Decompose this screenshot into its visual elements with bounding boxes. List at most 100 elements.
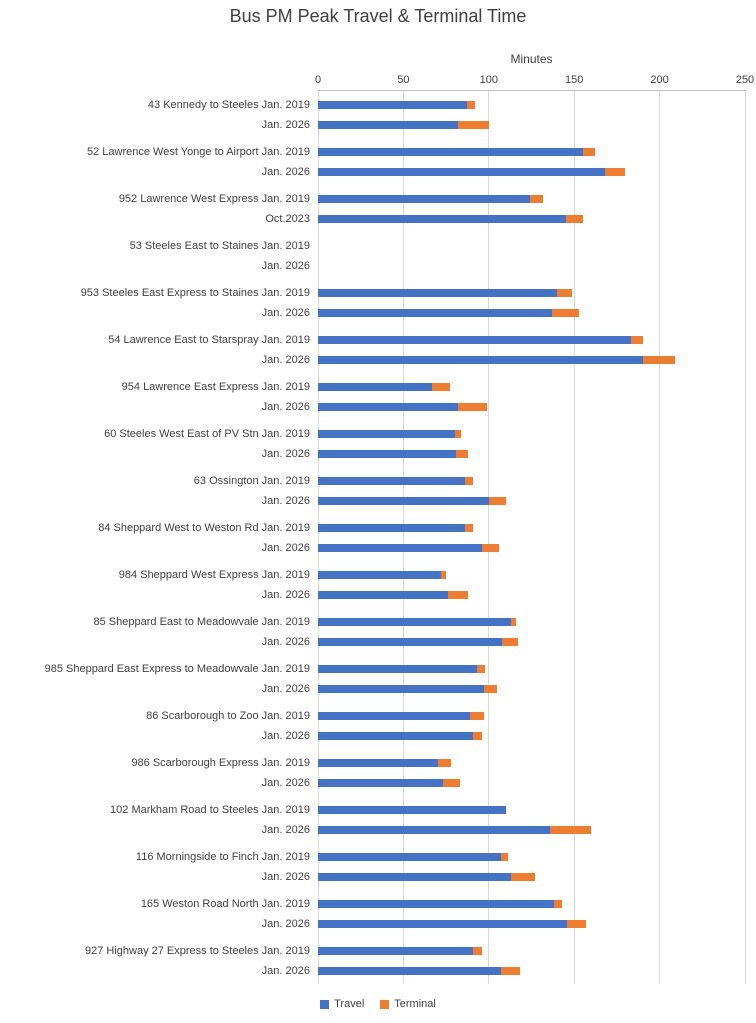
gridline — [317, 91, 319, 984]
gridline — [573, 91, 575, 984]
stacked-bar — [318, 382, 745, 391]
travel-bar-segment — [318, 778, 443, 787]
terminal-bar-segment — [470, 711, 484, 720]
bar-track — [318, 867, 745, 886]
route-group: 60 Steeles West East of PV Stn Jan. 2019… — [0, 420, 756, 467]
bar-row: 86 Scarborough to Zoo Jan. 2019 — [0, 706, 756, 725]
category-label: 165 Weston Road North Jan. 2019 — [140, 897, 310, 910]
bar-row: Jan. 2026 — [0, 444, 756, 463]
gridline — [744, 91, 746, 984]
stacked-bar — [318, 570, 745, 579]
bar-track — [318, 236, 745, 255]
x-tick-label: 100 — [479, 74, 498, 86]
travel-bar-segment — [318, 570, 441, 579]
legend: Travel Terminal — [0, 998, 756, 1010]
category-label: Jan. 2026 — [261, 118, 310, 131]
route-group: 953 Steeles East Express to Staines Jan.… — [0, 279, 756, 326]
bar-row: 984 Sheppard West Express Jan. 2019 — [0, 565, 756, 584]
category-label: 63 Ossington Jan. 2019 — [193, 474, 310, 487]
x-tick-label: 50 — [397, 74, 410, 86]
travel-bar-segment — [318, 731, 474, 740]
terminal-bar-segment — [456, 449, 469, 458]
bar-track — [318, 585, 745, 604]
x-tick-label: 150 — [565, 74, 584, 86]
bar-row: 927 Highway 27 Express to Steeles Jan. 2… — [0, 941, 756, 960]
bar-track — [318, 847, 745, 866]
travel-bar-segment — [318, 852, 501, 861]
stacked-bar — [318, 617, 745, 626]
stacked-bar — [318, 731, 745, 740]
category-label: Jan. 2026 — [261, 259, 310, 272]
bar-track — [318, 773, 745, 792]
route-group: 43 Kennedy to Steeles Jan. 2019 Jan. 2026 — [0, 91, 756, 138]
route-group: 52 Lawrence West Yonge to Airport Jan. 2… — [0, 138, 756, 185]
route-group: 984 Sheppard West Express Jan. 2019 Jan. … — [0, 561, 756, 608]
category-label: Jan. 2026 — [261, 588, 310, 601]
bar-track — [318, 142, 745, 161]
bar-row: Jan. 2026 — [0, 303, 756, 322]
stacked-bar — [318, 664, 745, 673]
stacked-bar — [318, 147, 745, 156]
bar-track — [318, 961, 745, 980]
category-label: Jan. 2026 — [261, 964, 310, 977]
bar-row: 165 Weston Road North Jan. 2019 — [0, 894, 756, 913]
stacked-bar — [318, 966, 745, 975]
travel-bar-segment — [318, 402, 459, 411]
bar-track — [318, 162, 745, 181]
terminal-bar-segment — [582, 147, 595, 156]
bar-row: Jan. 2026 — [0, 397, 756, 416]
bar-row: 63 Ossington Jan. 2019 — [0, 471, 756, 490]
bar-track — [318, 659, 745, 678]
bar-track — [318, 330, 745, 349]
x-axis-line — [318, 90, 746, 91]
bar-track — [318, 706, 745, 725]
travel-bar-segment — [318, 288, 558, 297]
category-label: 54 Lawrence East to Starspray Jan. 2019 — [108, 333, 310, 346]
bar-track — [318, 95, 745, 114]
travel-bar-segment — [318, 449, 457, 458]
route-group: 927 Highway 27 Express to Steeles Jan. 2… — [0, 937, 756, 984]
stacked-bar — [318, 919, 745, 928]
bar-track — [318, 256, 745, 275]
x-axis-title: Minutes — [510, 52, 553, 66]
terminal-bar-segment — [557, 288, 573, 297]
stacked-bar — [318, 214, 745, 223]
travel-bar-segment — [318, 120, 459, 129]
stacked-bar — [318, 899, 745, 908]
route-group: 84 Sheppard West to Weston Rd Jan. 2019 J… — [0, 514, 756, 561]
route-group: 954 Lawrence East Express Jan. 2019 Jan. … — [0, 373, 756, 420]
bar-track — [318, 424, 745, 443]
terminal-bar-segment — [551, 308, 580, 317]
route-group: 53 Steeles East to Staines Jan. 2019 Jan.… — [0, 232, 756, 279]
terminal-bar-segment — [473, 731, 482, 740]
terminal-bar-segment — [464, 476, 474, 485]
stacked-bar — [318, 872, 745, 881]
category-label: 102 Markham Road to Steeles Jan. 2019 — [110, 803, 310, 816]
bar-row: 52 Lawrence West Yonge to Airport Jan. 2… — [0, 142, 756, 161]
bar-track — [318, 471, 745, 490]
bar-row: 953 Steeles East Express to Staines Jan.… — [0, 283, 756, 302]
terminal-bar-segment — [440, 570, 447, 579]
bar-row: 116 Morningside to Finch Jan. 2019 — [0, 847, 756, 866]
travel-bar-segment — [318, 355, 643, 364]
travel-bar-segment — [318, 711, 470, 720]
category-label: Oct.2023 — [265, 212, 310, 225]
bar-track — [318, 679, 745, 698]
travel-bar-segment — [318, 966, 501, 975]
travel-bar-segment — [318, 617, 511, 626]
travel-bar-segment — [318, 214, 566, 223]
category-label: 86 Scarborough to Zoo Jan. 2019 — [146, 709, 310, 722]
category-label: 52 Lawrence West Yonge to Airport Jan. 2… — [86, 145, 310, 158]
stacked-bar — [318, 262, 745, 270]
stacked-bar — [318, 637, 745, 646]
terminal-bar-segment — [567, 919, 587, 928]
travel-bar-segment — [318, 919, 568, 928]
legend-label: Terminal — [394, 998, 436, 1010]
bar-rows: 43 Kennedy to Steeles Jan. 2019 Jan. 2026… — [0, 91, 756, 984]
bar-row: 102 Markham Road to Steeles Jan. 2019 — [0, 800, 756, 819]
bar-row: 54 Lawrence East to Starspray Jan. 2019 — [0, 330, 756, 349]
category-label: Jan. 2026 — [261, 776, 310, 789]
route-group: 165 Weston Road North Jan. 2019 Jan. 2026 — [0, 890, 756, 937]
category-label: Jan. 2026 — [261, 165, 310, 178]
terminal-bar-segment — [604, 167, 626, 176]
